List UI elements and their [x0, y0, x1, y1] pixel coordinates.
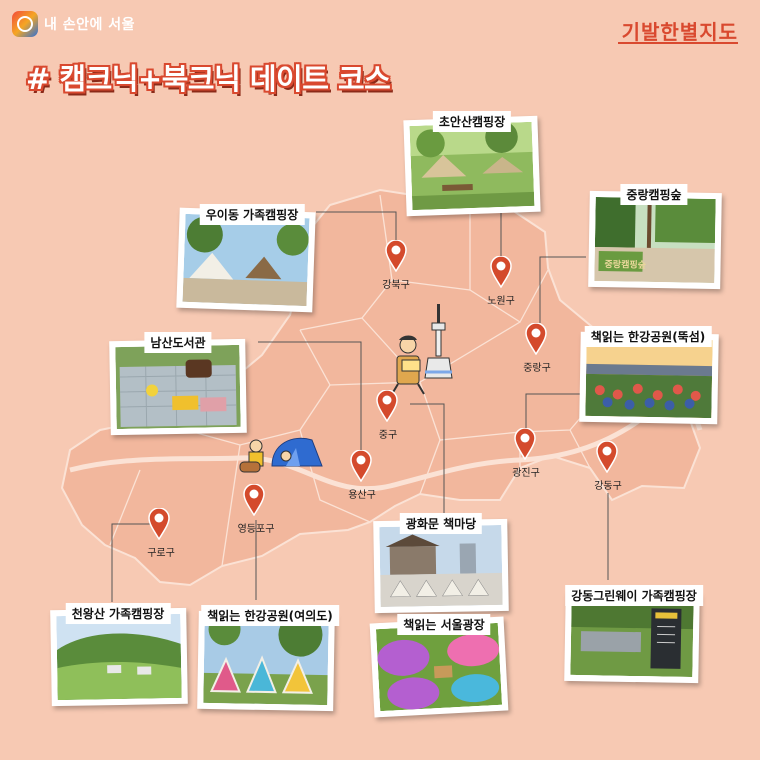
photo-card-gwanghwamun[interactable]	[373, 518, 509, 614]
camping-sign-photo	[570, 596, 694, 678]
location-pin-icon[interactable]	[490, 256, 512, 288]
place-label-uidong: 우이동 가족캠핑장	[199, 204, 305, 225]
bean-bag-photo	[375, 622, 503, 712]
page-title: # 캠크닉+북크닉 데이트 코스	[26, 62, 391, 96]
corner-underline	[618, 42, 738, 44]
district-label-gwangjin: 광진구	[512, 468, 540, 479]
place-label-gwanghwamun: 광화문 책마당	[399, 513, 483, 534]
photo-card-uidong[interactable]	[176, 207, 316, 313]
camping-photo	[182, 213, 310, 307]
place-label-cheonwangsan: 천왕산 가족캠핑장	[65, 603, 171, 624]
location-pin-icon[interactable]	[148, 508, 170, 540]
reading-person-icon	[391, 335, 425, 395]
location-pin-icon[interactable]	[385, 240, 407, 272]
park-reading-photo	[585, 337, 713, 419]
photo-card-yeouido[interactable]	[197, 610, 335, 712]
camping-photo	[56, 613, 182, 701]
photo-card-gangdong[interactable]	[564, 590, 700, 684]
district-label-gangbuk: 강북구	[382, 280, 410, 291]
place-label-gangdong: 강동그린웨이 가족캠핑장	[565, 585, 703, 606]
camping-photo: 중랑캠핑숲	[594, 196, 716, 284]
district-label-guro: 구로구	[147, 548, 175, 559]
place-label-choansan: 초안산캠핑장	[432, 111, 512, 132]
seoul-logo-icon	[12, 11, 38, 37]
place-label-yeouido: 책읽는 한강공원(여의도)	[201, 605, 339, 626]
leader-lines	[111, 211, 609, 602]
place-label-ttukseom: 책읽는 한강공원(뚝섬)	[584, 326, 712, 347]
district-label-yongsan: 용산구	[348, 490, 376, 501]
location-pin-icon[interactable]	[243, 484, 265, 516]
place-label-namsan: 남산도서관	[144, 332, 212, 353]
photo-card-namsan[interactable]	[109, 338, 247, 436]
photo-card-seoul-plaza[interactable]	[369, 616, 509, 718]
photo-card-jungnang[interactable]: 중랑캠핑숲	[588, 190, 722, 290]
picnic-photo	[115, 344, 241, 430]
photo-card-cheonwangsan[interactable]	[50, 607, 188, 707]
location-pin-icon[interactable]	[514, 428, 536, 460]
district-label-nowon: 노원구	[487, 296, 515, 307]
book-market-photo	[379, 524, 503, 608]
district-label-yeongdeungpo: 영등포구	[237, 524, 275, 535]
brand-text: 내 손안에 서울	[44, 17, 136, 33]
corner-title: 기발한별지도	[621, 20, 738, 44]
place-label-seoul-plaza: 책읽는 서울광장	[397, 614, 491, 635]
place-label-jungnang: 중랑캠핑숲	[620, 184, 688, 205]
district-label-jungnang: 중랑구	[523, 363, 551, 374]
brand: 내 손안에 서울	[12, 11, 135, 37]
district-label-jung: 중구	[378, 430, 398, 441]
tent-camper-icon	[239, 437, 323, 473]
location-pin-icon[interactable]	[525, 323, 547, 355]
location-pin-icon[interactable]	[596, 441, 618, 473]
location-pin-icon[interactable]	[350, 450, 372, 482]
location-pin-icon[interactable]	[376, 390, 398, 422]
jungnang-sign-text: 중랑캠핑숲	[604, 260, 647, 271]
district-label-gangdong: 강동구	[594, 481, 622, 492]
reading-tent-photo	[203, 616, 329, 706]
namsan-tower-icon	[424, 304, 453, 379]
camping-photo	[409, 121, 535, 211]
